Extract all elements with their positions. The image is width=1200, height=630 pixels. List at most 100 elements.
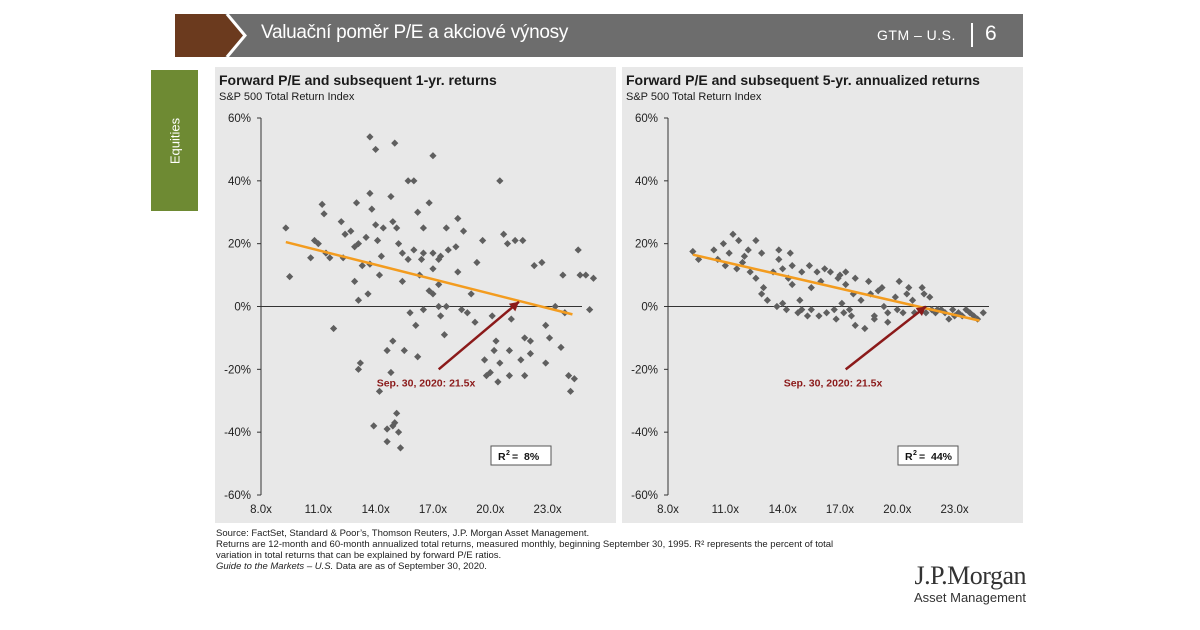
data-point [763, 296, 771, 304]
x-tick-label: 8.0x [250, 504, 272, 516]
data-point [788, 280, 796, 289]
data-point [507, 315, 515, 323]
jpmorgan-logo: J.P.Morgan Asset Management [856, 562, 1027, 606]
data-point [410, 177, 418, 185]
data-point [786, 249, 794, 257]
data-point [410, 246, 418, 254]
r-squared-value: 44% [931, 451, 953, 463]
data-point [458, 306, 466, 314]
y-tick-label: -20% [631, 364, 658, 376]
data-point [362, 233, 370, 241]
data-point [979, 309, 987, 317]
data-point [383, 346, 391, 355]
annotation-label: Sep. 30, 2020: 21.5x [784, 377, 883, 389]
y-tick-label: -40% [224, 427, 251, 439]
data-point [442, 302, 450, 311]
data-point [920, 290, 928, 298]
data-point [496, 177, 504, 185]
data-point [492, 337, 500, 345]
data-point [752, 274, 760, 282]
y-tick-label: 0% [234, 302, 251, 314]
data-point [807, 306, 815, 314]
data-point [459, 227, 468, 235]
data-point [775, 246, 783, 254]
data-point [725, 249, 733, 257]
y-tick-label: 0% [641, 302, 658, 314]
data-point [557, 343, 565, 351]
data-point [440, 331, 449, 339]
r-squared-label: R [905, 451, 913, 463]
data-point [589, 274, 598, 282]
footnote-returns: Returns are 12-month and 60-month annual… [216, 539, 834, 550]
section-tab-equities: Equities [151, 70, 198, 211]
data-point [494, 378, 502, 386]
header-banner: Valuační poměr P/E a akciové výnosy GTM … [175, 14, 1023, 57]
data-point [851, 321, 859, 329]
data-point [480, 356, 489, 364]
data-point [570, 375, 578, 383]
data-point [840, 309, 848, 317]
data-point [377, 252, 385, 260]
data-point [847, 312, 856, 320]
data-point [370, 422, 378, 430]
data-point [406, 309, 414, 317]
y-tick-label: -60% [631, 490, 658, 502]
data-point [798, 306, 806, 314]
y-tick-label: 60% [635, 113, 658, 125]
data-point [310, 236, 319, 245]
y-tick-label: 20% [635, 239, 658, 251]
data-point [905, 284, 913, 292]
data-point [444, 246, 452, 254]
data-point [391, 419, 399, 427]
data-point [775, 255, 783, 263]
data-point [463, 309, 471, 317]
data-point [486, 368, 494, 377]
data-point [689, 247, 697, 256]
section-tab-label: Equities [167, 117, 182, 164]
data-point [393, 409, 401, 417]
data-point [417, 255, 426, 263]
data-point [694, 255, 703, 263]
data-point [394, 240, 403, 248]
data-point [366, 133, 374, 141]
data-point [351, 243, 359, 251]
r-squared-box [490, 445, 552, 466]
data-point [435, 302, 443, 311]
data-point [899, 309, 907, 317]
data-point [354, 365, 363, 373]
data-point [891, 293, 899, 301]
data-point [842, 268, 850, 276]
x-tick-label: 11.0x [305, 504, 333, 516]
header-background [175, 14, 1023, 57]
header-divider [971, 23, 973, 47]
data-point [467, 290, 475, 298]
data-point [884, 318, 892, 326]
data-point [937, 306, 945, 314]
data-point [375, 271, 384, 279]
data-point [500, 230, 508, 238]
data-point [496, 359, 504, 367]
data-point [545, 334, 554, 342]
annotation-arrow-head [508, 301, 519, 312]
data-point [865, 277, 873, 285]
data-point [861, 324, 869, 333]
data-point [387, 192, 395, 201]
data-point [330, 324, 338, 333]
data-point [758, 249, 766, 257]
data-point [926, 293, 934, 301]
data-point [505, 372, 513, 380]
data-point [740, 252, 749, 260]
trend-line [285, 240, 573, 316]
data-point [779, 265, 787, 273]
data-point [796, 296, 804, 304]
data-point [838, 299, 846, 307]
data-point [788, 262, 796, 270]
data-point [826, 268, 835, 276]
data-point [337, 218, 345, 226]
data-point [782, 306, 791, 314]
data-point [908, 296, 917, 304]
x-tick-label: 23.0x [941, 504, 969, 516]
data-point [354, 296, 363, 304]
data-point [490, 346, 498, 355]
data-point [356, 359, 364, 367]
